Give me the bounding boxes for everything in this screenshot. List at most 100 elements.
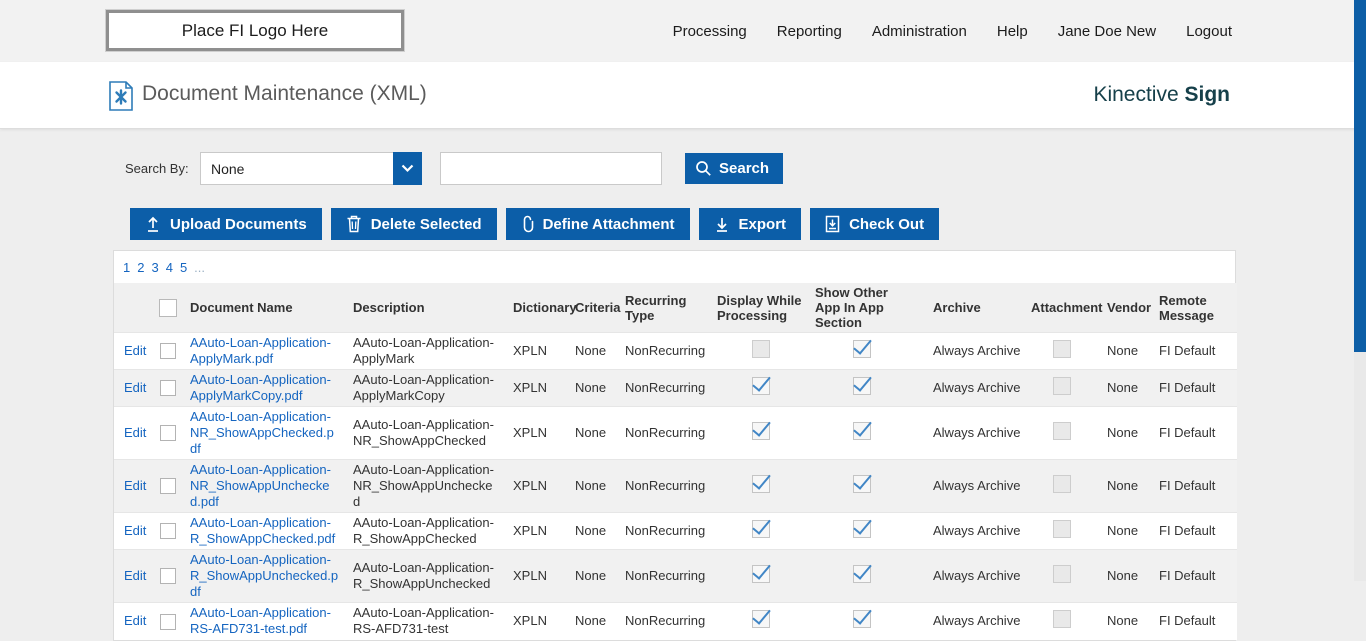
edit-link[interactable]: Edit bbox=[124, 613, 146, 628]
edit-link[interactable]: Edit bbox=[124, 343, 146, 358]
nav-administration[interactable]: Administration bbox=[872, 23, 967, 40]
search-button[interactable]: Search bbox=[685, 153, 783, 184]
remote-message-cell: FI Default bbox=[1155, 513, 1237, 550]
document-name-link[interactable]: AAuto-Loan-Application-ApplyMarkCopy.pdf bbox=[190, 372, 331, 403]
nav-processing[interactable]: Processing bbox=[673, 23, 747, 40]
row-checkbox[interactable] bbox=[160, 425, 176, 441]
archive-cell: Always Archive bbox=[915, 513, 1027, 550]
row-checkbox[interactable] bbox=[160, 343, 176, 359]
document-name-link[interactable]: AAuto-Loan-Application-NR_ShowAppChecked… bbox=[190, 409, 334, 456]
description-cell: AAuto-Loan-Application-ApplyMark bbox=[349, 333, 509, 370]
recurring-type-cell: NonRecurring bbox=[621, 550, 713, 603]
description-cell: AAuto-Loan-Application-NR_ShowAppUncheck… bbox=[349, 460, 509, 513]
upload-documents-button[interactable]: Upload Documents bbox=[130, 208, 322, 240]
checkout-document-icon bbox=[825, 215, 840, 233]
row-checkbox[interactable] bbox=[160, 478, 176, 494]
check-out-label: Check Out bbox=[849, 216, 924, 233]
vertical-scrollbar bbox=[1354, 0, 1366, 581]
nav-user-name[interactable]: Jane Doe New bbox=[1058, 23, 1156, 40]
criteria-cell: None bbox=[571, 370, 621, 407]
recurring-type-cell: NonRecurring bbox=[621, 333, 713, 370]
show-other-app-checkbox bbox=[853, 565, 871, 583]
remote-message-cell: FI Default bbox=[1155, 603, 1237, 640]
search-by-select[interactable]: None bbox=[200, 152, 422, 185]
edit-link[interactable]: Edit bbox=[124, 380, 146, 395]
select-all-checkbox[interactable] bbox=[159, 299, 177, 317]
row-checkbox[interactable] bbox=[160, 523, 176, 539]
documents-table-container: 1 2 3 4 5 ... Document Name Description … bbox=[113, 250, 1236, 641]
page-title: Document Maintenance (XML) bbox=[142, 82, 427, 106]
display-while-processing-header: Display While Processing bbox=[713, 283, 811, 333]
paperclip-icon bbox=[521, 215, 534, 233]
define-attachment-button[interactable]: Define Attachment bbox=[506, 208, 690, 240]
delete-selected-button[interactable]: Delete Selected bbox=[331, 208, 497, 240]
search-input[interactable] bbox=[440, 152, 662, 185]
row-checkbox[interactable] bbox=[160, 568, 176, 584]
description-cell: AAuto-Loan-Application-R_ShowAppChecked bbox=[349, 513, 509, 550]
attachment-checkbox bbox=[1053, 610, 1071, 628]
document-name-link[interactable]: AAuto-Loan-Application-NR_ShowAppUncheck… bbox=[190, 462, 331, 509]
display-while-processing-checkbox bbox=[752, 475, 770, 493]
remote-message-cell: FI Default bbox=[1155, 550, 1237, 603]
edit-link[interactable]: Edit bbox=[124, 478, 146, 493]
page-link-5[interactable]: 5 bbox=[180, 260, 187, 275]
nav-help[interactable]: Help bbox=[997, 23, 1028, 40]
chevron-down-icon[interactable] bbox=[393, 152, 422, 185]
pagination-ellipsis: ... bbox=[194, 260, 205, 275]
table-row: Edit AAuto-Loan-Application-RS-AFD731-te… bbox=[114, 603, 1237, 640]
document-name-link[interactable]: AAuto-Loan-Application-RS-AFD731-test.pd… bbox=[190, 605, 331, 636]
edit-link[interactable]: Edit bbox=[124, 425, 146, 440]
description-header: Description bbox=[349, 283, 509, 333]
dictionary-cell: XPLN bbox=[509, 603, 571, 640]
attachment-checkbox bbox=[1053, 565, 1071, 583]
scrollbar-thumb[interactable] bbox=[1354, 0, 1366, 352]
dictionary-cell: XPLN bbox=[509, 550, 571, 603]
attachment-checkbox bbox=[1053, 520, 1071, 538]
edit-link[interactable]: Edit bbox=[124, 523, 146, 538]
document-name-link[interactable]: AAuto-Loan-Application-R_ShowAppUnchecke… bbox=[190, 552, 338, 599]
display-while-processing-checkbox bbox=[752, 340, 770, 358]
document-name-link[interactable]: AAuto-Loan-Application-ApplyMark.pdf bbox=[190, 335, 331, 366]
archive-cell: Always Archive bbox=[915, 407, 1027, 460]
page-link-4[interactable]: 4 bbox=[166, 260, 173, 275]
export-button[interactable]: Export bbox=[699, 208, 802, 240]
vendor-cell: None bbox=[1099, 550, 1155, 603]
dictionary-cell: XPLN bbox=[509, 333, 571, 370]
show-other-app-checkbox bbox=[853, 475, 871, 493]
attachment-checkbox bbox=[1053, 377, 1071, 395]
remote-message-header: Remote Message bbox=[1155, 283, 1237, 333]
page-link-3[interactable]: 3 bbox=[151, 260, 158, 275]
remote-message-cell: FI Default bbox=[1155, 460, 1237, 513]
table-row: Edit AAuto-Loan-Application-R_ShowAppChe… bbox=[114, 513, 1237, 550]
table-row: Edit AAuto-Loan-Application-ApplyMark.pd… bbox=[114, 333, 1237, 370]
row-checkbox[interactable] bbox=[160, 380, 176, 396]
description-cell: AAuto-Loan-Application-ApplyMarkCopy bbox=[349, 370, 509, 407]
description-cell: AAuto-Loan-Application-RS-AFD731-test bbox=[349, 603, 509, 640]
criteria-cell: None bbox=[571, 407, 621, 460]
recurring-type-cell: NonRecurring bbox=[621, 513, 713, 550]
display-while-processing-checkbox bbox=[752, 610, 770, 628]
search-by-label: Search By: bbox=[125, 161, 189, 176]
document-name-link[interactable]: AAuto-Loan-Application-R_ShowAppChecked.… bbox=[190, 515, 335, 546]
criteria-cell: None bbox=[571, 513, 621, 550]
search-by-selected-value: None bbox=[201, 161, 394, 177]
vendor-cell: None bbox=[1099, 603, 1155, 640]
display-while-processing-checkbox bbox=[752, 565, 770, 583]
criteria-cell: None bbox=[571, 603, 621, 640]
page-link-2[interactable]: 2 bbox=[137, 260, 144, 275]
nav-reporting[interactable]: Reporting bbox=[777, 23, 842, 40]
row-checkbox[interactable] bbox=[160, 614, 176, 630]
table-row: Edit AAuto-Loan-Application-NR_ShowAppUn… bbox=[114, 460, 1237, 513]
criteria-header: Criteria bbox=[571, 283, 621, 333]
document-xml-icon bbox=[108, 81, 134, 111]
page-link-1[interactable]: 1 bbox=[123, 260, 130, 275]
nav-logout[interactable]: Logout bbox=[1186, 23, 1232, 40]
recurring-type-cell: NonRecurring bbox=[621, 460, 713, 513]
archive-cell: Always Archive bbox=[915, 603, 1027, 640]
table-row: Edit AAuto-Loan-Application-ApplyMarkCop… bbox=[114, 370, 1237, 407]
show-other-app-header: Show Other App In App Section bbox=[811, 283, 915, 333]
trash-icon bbox=[346, 215, 362, 233]
archive-cell: Always Archive bbox=[915, 550, 1027, 603]
table-body: Edit AAuto-Loan-Application-ApplyMark.pd… bbox=[114, 333, 1237, 640]
check-out-button[interactable]: Check Out bbox=[810, 208, 939, 240]
